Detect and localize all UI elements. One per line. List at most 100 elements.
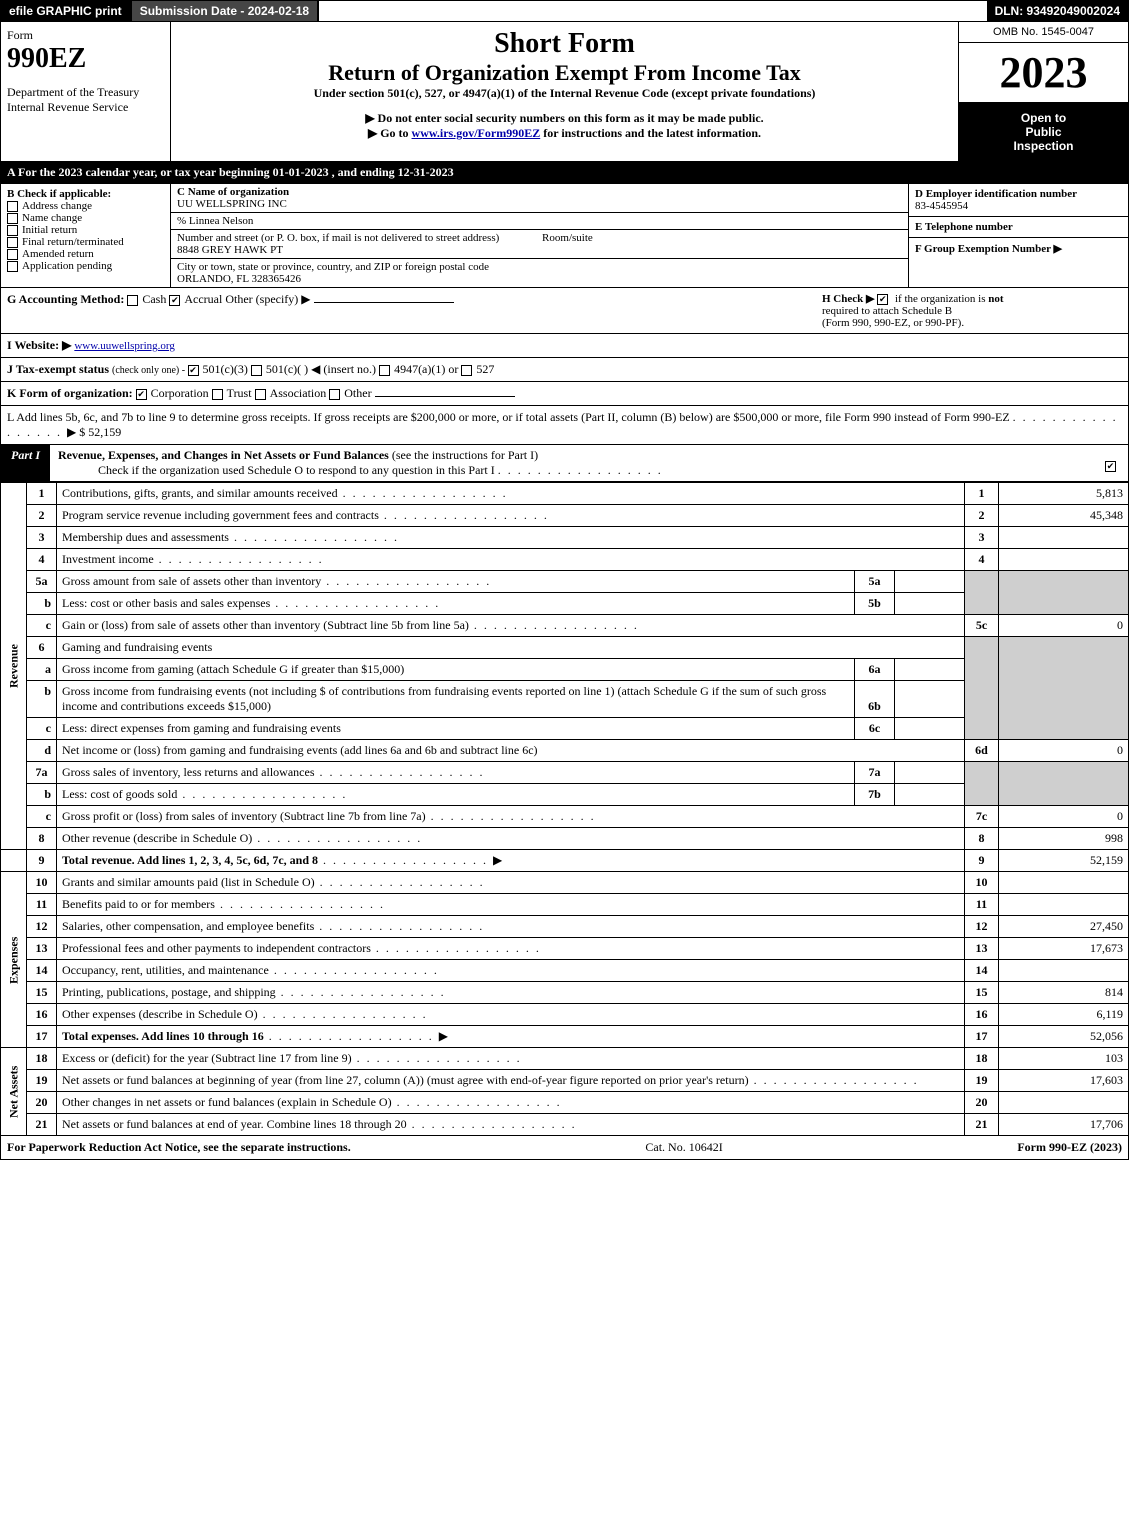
irs-link[interactable]: www.irs.gov/Form990EZ bbox=[412, 126, 541, 140]
revenue-label: Revenue bbox=[1, 483, 27, 850]
l7b-num: b bbox=[27, 784, 57, 806]
l17-amt: 52,056 bbox=[999, 1026, 1129, 1048]
j-opt2: 501(c)( ) ◀ (insert no.) bbox=[266, 362, 376, 376]
top-bar: efile GRAPHIC print Submission Date - 20… bbox=[0, 0, 1129, 22]
ssn-warning: ▶ Do not enter social security numbers o… bbox=[181, 111, 948, 126]
c-label: C Name of organization bbox=[177, 186, 902, 198]
line-19: 19 Net assets or fund balances at beginn… bbox=[1, 1070, 1129, 1092]
b-name: Name change bbox=[22, 212, 82, 224]
dept-treasury: Department of the Treasury bbox=[7, 85, 164, 100]
open-3: Inspection bbox=[963, 139, 1124, 153]
l5b-desc: Less: cost or other basis and sales expe… bbox=[62, 596, 270, 610]
line-8: 8 Other revenue (describe in Schedule O)… bbox=[1, 828, 1129, 850]
line-3: 3 Membership dues and assessments 3 bbox=[1, 527, 1129, 549]
l8-box: 8 bbox=[965, 828, 999, 850]
amended-return-checkbox[interactable] bbox=[7, 249, 18, 260]
527-checkbox[interactable] bbox=[461, 365, 472, 376]
application-pending-checkbox[interactable] bbox=[7, 261, 18, 272]
l6c-inner bbox=[895, 718, 965, 740]
l-text: L Add lines 5b, 6c, and 7b to line 9 to … bbox=[7, 410, 1010, 424]
corporation-checkbox[interactable] bbox=[136, 389, 147, 400]
part1-check-text: Check if the organization used Schedule … bbox=[98, 463, 495, 477]
footer-catalog: Cat. No. 10642I bbox=[351, 1140, 1018, 1155]
line-17: 17 Total expenses. Add lines 10 through … bbox=[1, 1026, 1129, 1048]
expenses-label: Expenses bbox=[1, 872, 27, 1048]
j-opt3: 4947(a)(1) or bbox=[394, 362, 458, 376]
l7c-desc: Gross profit or (loss) from sales of inv… bbox=[62, 809, 426, 823]
open-to-public: Open to Public Inspection bbox=[959, 103, 1128, 161]
b-title: B Check if applicable: bbox=[7, 188, 164, 200]
trust-checkbox[interactable] bbox=[212, 389, 223, 400]
l12-amt: 27,450 bbox=[999, 916, 1129, 938]
omb-number: OMB No. 1545-0047 bbox=[959, 22, 1128, 43]
l8-desc: Other revenue (describe in Schedule O) bbox=[62, 831, 252, 845]
d-label: D Employer identification number bbox=[915, 188, 1122, 200]
dept-irs: Internal Revenue Service bbox=[7, 100, 164, 115]
l11-desc: Benefits paid to or for members bbox=[62, 897, 215, 911]
line-6d: d Net income or (loss) from gaming and f… bbox=[1, 740, 1129, 762]
row-gh: G Accounting Method: Cash Accrual Other … bbox=[0, 288, 1129, 334]
l7b-inner bbox=[895, 784, 965, 806]
line-2: 2 Program service revenue including gove… bbox=[1, 505, 1129, 527]
l17-num: 17 bbox=[27, 1026, 57, 1048]
city-label: City or town, state or province, country… bbox=[177, 261, 902, 273]
b-pending: Application pending bbox=[22, 260, 112, 272]
line-6a: a Gross income from gaming (attach Sched… bbox=[1, 659, 1129, 681]
accrual-checkbox[interactable] bbox=[169, 295, 180, 306]
footer-right-pre: Form bbox=[1017, 1140, 1049, 1154]
tax-year: 2023 bbox=[959, 43, 1128, 103]
l3-desc: Membership dues and assessments bbox=[62, 530, 229, 544]
page-footer: For Paperwork Reduction Act Notice, see … bbox=[0, 1136, 1129, 1160]
b-amended: Amended return bbox=[22, 248, 94, 260]
l5a-inner bbox=[895, 571, 965, 593]
line-6: 6 Gaming and fundraising events bbox=[1, 637, 1129, 659]
l16-amt: 6,119 bbox=[999, 1004, 1129, 1026]
501c-checkbox[interactable] bbox=[251, 365, 262, 376]
schedule-b-checkbox[interactable] bbox=[877, 294, 888, 305]
schedule-o-checkbox[interactable] bbox=[1105, 461, 1116, 472]
l7a-desc: Gross sales of inventory, less returns a… bbox=[62, 765, 315, 779]
l7a-box: 7a bbox=[855, 762, 895, 784]
other-org-checkbox[interactable] bbox=[329, 389, 340, 400]
h-text1: if the organization is bbox=[895, 293, 988, 305]
b-initial: Initial return bbox=[22, 224, 77, 236]
l3-amt bbox=[999, 527, 1129, 549]
initial-return-checkbox[interactable] bbox=[7, 225, 18, 236]
address-change-checkbox[interactable] bbox=[7, 201, 18, 212]
4947-checkbox[interactable] bbox=[379, 365, 390, 376]
l14-box: 14 bbox=[965, 960, 999, 982]
name-change-checkbox[interactable] bbox=[7, 213, 18, 224]
line-10: Expenses 10 Grants and similar amounts p… bbox=[1, 872, 1129, 894]
l17-box: 17 bbox=[965, 1026, 999, 1048]
l15-box: 15 bbox=[965, 982, 999, 1004]
k-corp: Corporation bbox=[151, 386, 209, 400]
association-checkbox[interactable] bbox=[255, 389, 266, 400]
care-of: % Linnea Nelson bbox=[171, 213, 908, 230]
l14-amt bbox=[999, 960, 1129, 982]
line-4: 4 Investment income 4 bbox=[1, 549, 1129, 571]
l5c-box: 5c bbox=[965, 615, 999, 637]
cash-checkbox[interactable] bbox=[127, 295, 138, 306]
part1-title: Revenue, Expenses, and Changes in Net As… bbox=[58, 448, 389, 462]
form-number: 990EZ bbox=[7, 43, 164, 75]
l14-num: 14 bbox=[27, 960, 57, 982]
501c3-checkbox[interactable] bbox=[188, 365, 199, 376]
line-13: 13 Professional fees and other payments … bbox=[1, 938, 1129, 960]
goto-pre: ▶ Go to bbox=[368, 126, 412, 140]
l2-amt: 45,348 bbox=[999, 505, 1129, 527]
final-return-checkbox[interactable] bbox=[7, 237, 18, 248]
l7c-amt: 0 bbox=[999, 806, 1129, 828]
l7c-box: 7c bbox=[965, 806, 999, 828]
l6a-desc: Gross income from gaming (attach Schedul… bbox=[57, 659, 855, 681]
part1-paren: (see the instructions for Part I) bbox=[392, 448, 538, 462]
j-sub: (check only one) - bbox=[112, 365, 188, 376]
l1-box: 1 bbox=[965, 483, 999, 505]
website-link[interactable]: www.uuwellspring.org bbox=[74, 340, 175, 352]
k-label: K Form of organization: bbox=[7, 386, 133, 400]
l16-box: 16 bbox=[965, 1004, 999, 1026]
line-15: 15 Printing, publications, postage, and … bbox=[1, 982, 1129, 1004]
l1-amt: 5,813 bbox=[999, 483, 1129, 505]
street-label: Number and street (or P. O. box, if mail… bbox=[177, 232, 499, 244]
h-text3: (Form 990, 990-EZ, or 990-PF). bbox=[822, 317, 964, 329]
lines-table: Revenue 1 Contributions, gifts, grants, … bbox=[0, 482, 1129, 1136]
